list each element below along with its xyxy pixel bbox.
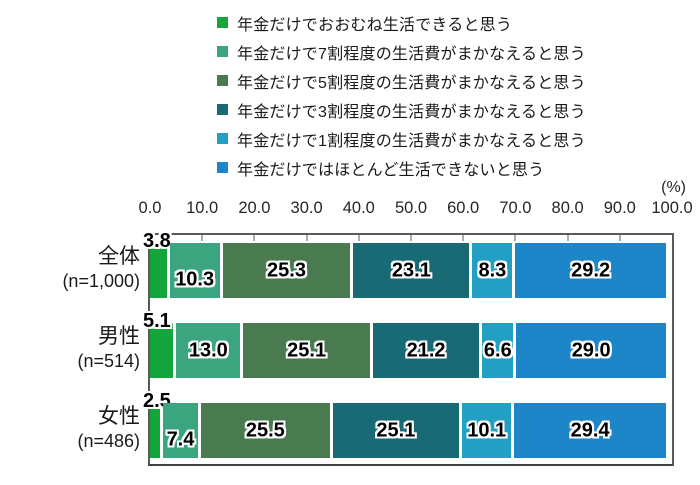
value-label: 21.2 <box>406 339 446 361</box>
legend-label: 年金だけで1割程度の生活費がまかなえると思う <box>237 132 586 150</box>
value-label: 23.1 <box>391 259 431 281</box>
axis-tick <box>253 235 255 241</box>
bar-segment: 29.2 <box>515 243 666 298</box>
bar-segment: 10.1 <box>462 403 515 458</box>
bar-row: 3.8 10.3 25.3 23.1 8.3 29.2 <box>143 230 666 298</box>
x-tick-label: 10.0 <box>186 199 219 217</box>
value-label: 10.1 <box>467 419 507 441</box>
legend-item: 年金だけでおおむね生活できると思う <box>217 8 586 37</box>
axis-tick <box>619 235 621 241</box>
value-label: 25.1 <box>287 339 327 361</box>
value-label: 8.3 <box>478 259 507 281</box>
x-tick-label: 60.0 <box>447 199 480 217</box>
legend-label: 年金だけで5割程度の生活費がまかなえると思う <box>237 74 586 92</box>
bar-segment: 23.1 <box>353 243 473 298</box>
x-tick-label: 70.0 <box>499 199 532 217</box>
row-sample-size: (n=1,000) <box>62 270 140 291</box>
row-name: 男性 <box>98 324 140 348</box>
plot-area: 3.8 10.3 25.3 23.1 8.3 29.2 5.1 13.0 25.… <box>143 230 674 466</box>
row-sample-size: (n=514) <box>77 350 140 371</box>
x-tick-label: 20.0 <box>238 199 271 217</box>
x-tick-label: 30.0 <box>290 199 323 217</box>
legend-item: 年金だけで1割程度の生活費がまかなえると思う <box>217 124 586 153</box>
bar-segment: 6.6 <box>482 323 517 378</box>
legend-label: 年金だけで3割程度の生活費がまかなえると思う <box>237 103 586 121</box>
bar-segment: 25.1 <box>332 403 463 458</box>
bar-row: 5.1 13.0 25.1 21.2 6.6 29.0 <box>143 310 666 378</box>
axis-tick <box>358 235 360 241</box>
bar-segment: 7.4 <box>162 403 202 458</box>
row-name: 女性 <box>98 404 140 428</box>
value-label: 10.3 <box>175 268 215 291</box>
axis-tick <box>514 235 516 241</box>
x-tick-label: 90.0 <box>603 199 636 217</box>
value-label: 6.6 <box>483 339 512 361</box>
value-label: 29.4 <box>570 419 610 441</box>
axis-tick <box>567 235 569 241</box>
bar-row: 2.5 7.4 25.5 25.1 10.1 29.4 <box>143 390 666 458</box>
value-label: 25.3 <box>267 259 306 281</box>
bar-segment: 29.4 <box>514 403 666 458</box>
value-label: 29.0 <box>571 339 611 361</box>
x-tick-label: 80.0 <box>551 199 584 217</box>
value-label: 13.0 <box>188 339 228 361</box>
bar-segment: 25.5 <box>201 403 333 458</box>
bar-segment: 3.8 <box>143 230 171 298</box>
value-label: 29.2 <box>571 259 611 281</box>
legend-item: 年金だけで3割程度の生活費がまかなえると思う <box>217 95 586 124</box>
value-label: 25.1 <box>376 419 416 441</box>
row-label-zentai: 全体 (n=1,000) <box>0 241 140 296</box>
row-label-dansei: 男性 (n=514) <box>0 321 140 376</box>
legend-item: 年金だけで5割程度の生活費がまかなえると思う <box>217 66 586 95</box>
axis-tick <box>201 235 203 241</box>
legend-swatch-icon <box>217 104 228 115</box>
value-label: 5.1 <box>143 310 171 332</box>
row-name: 全体 <box>98 244 140 268</box>
bar-segment: 21.2 <box>372 323 483 378</box>
x-tick-label: 0.0 <box>138 199 162 217</box>
legend-swatch-icon <box>217 17 228 28</box>
row-label-josei: 女性 (n=486) <box>0 401 140 456</box>
axis-tick <box>306 235 308 241</box>
axis-tick <box>462 235 464 241</box>
legend-label: 年金だけではほとんど生活できないと思う <box>237 161 545 179</box>
bar-segment: 29.0 <box>516 323 666 378</box>
row-sample-size: (n=486) <box>77 430 140 451</box>
bar-segment: 8.3 <box>472 243 516 298</box>
x-axis: 0.0 10.0 20.0 30.0 40.0 50.0 60.0 70.0 8… <box>139 199 693 219</box>
bar-segment: 25.1 <box>243 323 373 378</box>
axis-unit-label: (%) <box>661 179 686 196</box>
legend-swatch-icon <box>217 133 228 144</box>
legend-label: 年金だけで7割程度の生活費がまかなえると思う <box>237 45 586 63</box>
bar-segment: 5.1 <box>143 310 177 378</box>
axis-tick <box>410 235 412 241</box>
legend-item: 年金だけで7割程度の生活費がまかなえると思う <box>217 37 586 66</box>
x-tick-label: 40.0 <box>342 199 375 217</box>
value-label: 3.8 <box>143 230 171 252</box>
legend: 年金だけでおおむね生活できると思う 年金だけで7割程度の生活費がまかなえると思う… <box>217 8 586 182</box>
legend-swatch-icon <box>217 46 228 57</box>
value-label: 7.4 <box>166 428 195 451</box>
legend-label: 年金だけでおおむね生活できると思う <box>237 16 513 34</box>
bar-segment: 2.5 <box>143 390 171 458</box>
x-tick-label: 50.0 <box>394 199 428 217</box>
bar-segment: 25.3 <box>222 243 354 298</box>
value-label: 25.5 <box>245 419 285 441</box>
x-tick-label: 100.0 <box>651 199 693 217</box>
legend-swatch-icon <box>217 162 228 173</box>
legend-item: 年金だけではほとんど生活できないと思う <box>217 153 586 182</box>
bar-segment: 10.3 <box>169 243 223 298</box>
bar-segment: 13.0 <box>176 323 244 378</box>
legend-swatch-icon <box>217 75 228 86</box>
